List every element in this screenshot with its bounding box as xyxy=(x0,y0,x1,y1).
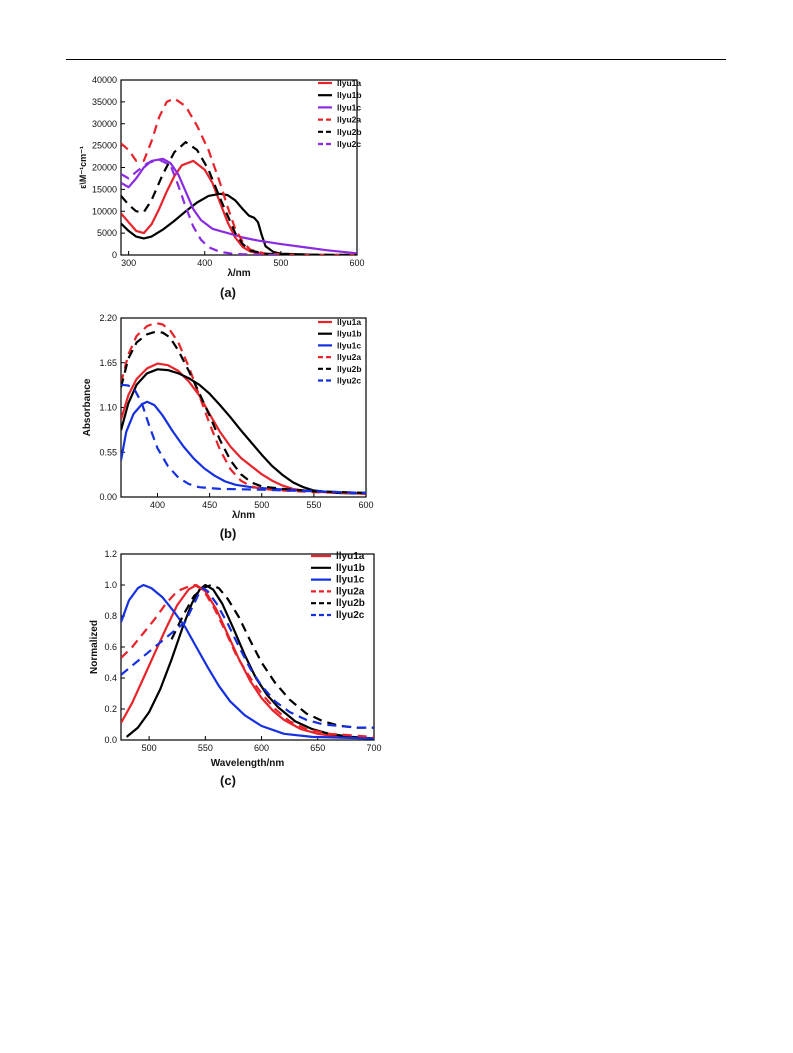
legend-label-llyu1c: llyu1c xyxy=(336,575,365,586)
y-tick-label: 0.55 xyxy=(99,447,117,457)
legend-label-llyu2b: llyu2b xyxy=(336,598,365,609)
y-axis-label: Absorbance xyxy=(82,378,93,436)
y-tick-label: 1.2 xyxy=(104,549,117,559)
y-tick-label: 0 xyxy=(112,250,117,260)
x-tick-label: 500 xyxy=(273,258,288,268)
x-tick-label: 650 xyxy=(310,743,325,753)
x-axis-label: Wavelength/nm xyxy=(211,758,285,769)
panel-label-a: (a) xyxy=(220,285,236,300)
y-tick-label: 1.10 xyxy=(99,403,117,413)
series-line-llyu2c xyxy=(121,158,281,255)
x-tick-label: 700 xyxy=(366,743,381,753)
series-line-llyu2c xyxy=(121,587,374,729)
series-line-llyu2b xyxy=(121,141,357,255)
legend-label-llyu1a: llyu1a xyxy=(337,317,361,327)
y-tick-label: 0.6 xyxy=(104,642,117,652)
legend-label-llyu1a: llyu1a xyxy=(337,78,361,88)
legend-label-llyu2a: llyu2a xyxy=(337,352,361,362)
x-axis-label: λ/nm xyxy=(227,268,250,279)
legend-label-llyu2a: llyu2a xyxy=(337,115,361,125)
panel-label-b: (b) xyxy=(220,526,237,541)
y-tick-label: 1.0 xyxy=(104,580,117,590)
series-line-llyu1a xyxy=(121,159,357,255)
series-line-llyu2c xyxy=(121,383,366,494)
y-tick-label: 0.4 xyxy=(104,673,117,683)
x-tick-label: 400 xyxy=(150,500,165,510)
legend-label-llyu2c: llyu2c xyxy=(336,610,365,621)
y-tick-label: 30000 xyxy=(92,119,117,129)
y-tick-label: 35000 xyxy=(92,97,117,107)
legend-label-llyu2c: llyu2c xyxy=(337,376,361,386)
series-line-llyu1c xyxy=(121,583,374,740)
legend-label-llyu1c: llyu1c xyxy=(337,340,361,350)
series-line-llyu2b xyxy=(170,583,374,729)
series-line-llyu2a xyxy=(121,321,366,495)
legend-label-llyu2c: llyu2c xyxy=(337,139,361,149)
legend-label-llyu2a: llyu2a xyxy=(336,586,365,597)
panel-label-c: (c) xyxy=(220,773,236,788)
y-tick-label: 0.8 xyxy=(104,611,117,621)
x-tick-label: 600 xyxy=(349,258,364,268)
x-tick-label: 300 xyxy=(121,258,136,268)
legend-label-llyu1c: llyu1c xyxy=(337,102,361,112)
plot-frame-a xyxy=(120,79,358,256)
y-tick-label: 20000 xyxy=(92,163,117,173)
series-line-llyu2a xyxy=(121,97,357,255)
legend-label-llyu2b: llyu2b xyxy=(337,364,362,374)
y-tick-label: 5000 xyxy=(97,228,117,238)
y-tick-label: 0.0 xyxy=(104,735,117,745)
y-tick-label: 10000 xyxy=(92,206,117,216)
legend-label-llyu1b: llyu1b xyxy=(337,329,362,339)
legend-label-llyu1a: llyu1a xyxy=(336,551,365,562)
x-tick-label: 550 xyxy=(306,500,321,510)
y-tick-label: 15000 xyxy=(92,184,117,194)
series-line-llyu1b xyxy=(121,192,357,255)
legend-label-llyu1b: llyu1b xyxy=(336,563,365,574)
x-tick-label: 450 xyxy=(202,500,217,510)
y-tick-label: 2.20 xyxy=(99,313,117,323)
y-axis-label: Normalized xyxy=(89,620,100,674)
x-tick-label: 400 xyxy=(197,258,212,268)
y-axis-label: ε\M⁻¹cm⁻¹ xyxy=(78,146,88,189)
series-line-llyu1a xyxy=(121,362,366,495)
series-line-llyu1c xyxy=(121,157,357,255)
x-tick-label: 600 xyxy=(358,500,373,510)
series-line-llyu2a xyxy=(121,583,374,738)
series-line-llyu1b xyxy=(121,368,366,495)
page-header-rule xyxy=(66,59,726,60)
series-line-llyu1b xyxy=(125,583,374,740)
x-tick-label: 600 xyxy=(254,743,269,753)
x-axis-label: λ/nm xyxy=(232,510,255,521)
legend-label-llyu2b: llyu2b xyxy=(337,127,362,137)
y-tick-label: 40000 xyxy=(92,75,117,85)
y-tick-label: 25000 xyxy=(92,141,117,151)
legend-label-llyu1b: llyu1b xyxy=(337,90,362,100)
x-tick-label: 500 xyxy=(254,500,269,510)
y-tick-label: 1.65 xyxy=(99,358,117,368)
x-tick-label: 550 xyxy=(198,743,213,753)
x-tick-label: 500 xyxy=(142,743,157,753)
y-tick-label: 0.2 xyxy=(104,704,117,714)
y-tick-label: 0.00 xyxy=(99,492,117,502)
series-line-llyu2b xyxy=(121,330,366,494)
